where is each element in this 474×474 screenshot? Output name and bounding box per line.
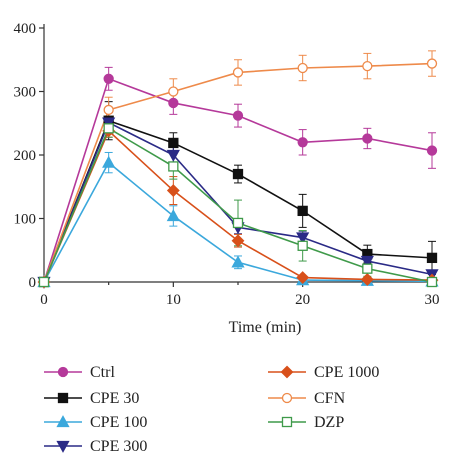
data-point-cpe-1000 bbox=[360, 273, 374, 286]
data-point-cfn bbox=[232, 67, 244, 78]
y-tick-label: 200 bbox=[14, 148, 37, 164]
legend-label-dzp: DZP bbox=[314, 414, 344, 431]
legend-marker-cpe-100 bbox=[56, 415, 70, 428]
legend-item-cpe-300: CPE 300 bbox=[44, 438, 147, 455]
data-point-cpe-300 bbox=[360, 255, 374, 268]
data-point-dzp bbox=[168, 161, 179, 172]
data-point-ctrl bbox=[168, 97, 179, 109]
data-point-cfn bbox=[168, 86, 179, 97]
data-point-cpe-30 bbox=[232, 168, 244, 180]
data-point-dzp bbox=[297, 240, 308, 251]
data-point-dzp bbox=[103, 123, 114, 134]
data-point-ctrl bbox=[426, 145, 438, 156]
legend-marker-cpe-1000 bbox=[280, 365, 294, 379]
y-tick-label: 400 bbox=[14, 21, 37, 37]
data-point-dzp bbox=[426, 276, 438, 288]
data-point-cpe-100 bbox=[166, 209, 180, 222]
legend-item-cpe-30: CPE 30 bbox=[44, 390, 139, 407]
y-tick-label: 100 bbox=[14, 212, 37, 228]
legend-label-cpe-1000: CPE 1000 bbox=[314, 364, 379, 381]
data-markers bbox=[37, 58, 439, 289]
legend-label-ctrl: Ctrl bbox=[90, 364, 115, 381]
legend-label-cpe-100: CPE 100 bbox=[90, 414, 147, 431]
legend-item-cfn: CFN bbox=[268, 390, 346, 407]
legend-marker-cfn bbox=[281, 392, 293, 404]
data-point-cpe-30 bbox=[297, 205, 308, 217]
legend-marker-cpe-300 bbox=[56, 440, 70, 453]
error-bars bbox=[104, 50, 436, 286]
data-point-ctrl bbox=[232, 110, 244, 121]
data-point-cpe-30 bbox=[426, 252, 438, 264]
data-point-cfn bbox=[297, 62, 308, 74]
data-point-dzp bbox=[232, 217, 244, 229]
data-point-ctrl bbox=[297, 137, 308, 148]
data-point-dzp bbox=[38, 276, 50, 288]
data-point-cfn bbox=[362, 60, 373, 72]
x-tick-label: 30 bbox=[425, 292, 440, 308]
data-point-cpe-100 bbox=[231, 255, 245, 268]
data-point-ctrl bbox=[362, 133, 373, 144]
x-tick-label: 0 bbox=[40, 292, 48, 308]
data-point-dzp bbox=[362, 263, 373, 274]
data-point-ctrl bbox=[103, 73, 114, 84]
data-point-cpe-1000 bbox=[166, 184, 180, 197]
legend-label-cfn: CFN bbox=[314, 390, 346, 407]
data-point-cpe-1000 bbox=[296, 271, 310, 284]
legend-item-dzp: DZP bbox=[268, 414, 344, 431]
data-point-cpe-100 bbox=[102, 155, 116, 168]
legend-marker-dzp bbox=[281, 416, 293, 428]
y-tick-label: 0 bbox=[29, 275, 37, 291]
data-point-cpe-300 bbox=[296, 232, 310, 245]
legend-item-cpe-100: CPE 100 bbox=[44, 414, 147, 431]
data-point-cpe-1000 bbox=[231, 234, 245, 248]
x-axis-label: Time (min) bbox=[229, 319, 302, 336]
legend-marker-ctrl bbox=[57, 366, 69, 378]
data-point-cpe-300 bbox=[102, 117, 116, 130]
x-tick-label: 10 bbox=[166, 292, 181, 308]
tick-labels: 0 100 200 300 400 0 10 20 30 bbox=[14, 21, 440, 308]
legend: Ctrl CPE 30 CPE 100 CPE 300 CPE 1000 CFN DZP bbox=[44, 364, 379, 455]
legend-marker-cpe-30 bbox=[57, 392, 69, 404]
legend-label-cpe-30: CPE 30 bbox=[90, 390, 139, 407]
data-point-cfn bbox=[426, 58, 438, 69]
legend-label-cpe-300: CPE 300 bbox=[90, 438, 147, 455]
y-tick-label: 300 bbox=[14, 85, 37, 101]
x-tick-label: 20 bbox=[295, 292, 310, 308]
legend-item-cpe-1000: CPE 1000 bbox=[268, 364, 379, 381]
legend-item-ctrl: Ctrl bbox=[44, 364, 115, 381]
data-point-cpe-30 bbox=[168, 137, 179, 149]
data-point-cfn bbox=[103, 104, 114, 116]
data-point-cpe-300 bbox=[166, 149, 180, 162]
